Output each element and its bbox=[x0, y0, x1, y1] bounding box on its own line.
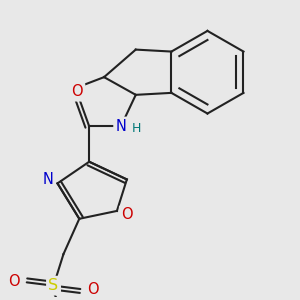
Text: N: N bbox=[116, 119, 126, 134]
Text: O: O bbox=[87, 282, 99, 297]
Text: N: N bbox=[42, 172, 53, 187]
Text: O: O bbox=[8, 274, 20, 289]
Text: S: S bbox=[49, 278, 58, 293]
Text: O: O bbox=[121, 207, 133, 222]
Text: H: H bbox=[132, 122, 141, 135]
Text: O: O bbox=[71, 84, 83, 99]
